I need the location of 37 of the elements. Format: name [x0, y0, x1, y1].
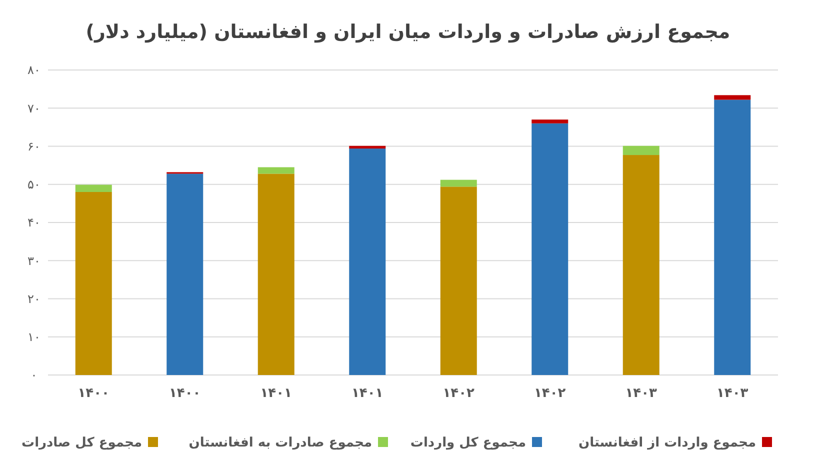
legend-label: مجموع واردات از افغانستان: [578, 436, 756, 451]
y-tick-label: ۷۰: [28, 101, 40, 116]
bar: [258, 167, 294, 174]
y-tick-label: ۶۰: [28, 139, 40, 154]
legend-label: مجموع صادرات به افغانستان: [188, 436, 372, 451]
y-tick-label: ۵۰: [28, 178, 40, 192]
bar: [714, 100, 751, 375]
x-tick-label: ۱۴۰۲: [442, 386, 475, 401]
chart-title: مجموع ارزش صادرات و واردات میان ایران و افغانستان (میلیارد دلار): [86, 21, 730, 43]
bar: [440, 186, 477, 375]
y-tick-label: ۲۰: [28, 292, 40, 306]
bar: [75, 192, 112, 375]
x-tick-label: ۱۴۰۳: [625, 386, 658, 401]
x-tick-label: ۱۴۰۱: [260, 386, 292, 401]
x-tick-label: ۱۴۰۰: [78, 386, 110, 401]
bar: [75, 184, 112, 192]
bar: [622, 155, 660, 375]
bar: [622, 146, 660, 156]
legend-label: مجموع کل واردات: [410, 436, 526, 451]
bar: [166, 174, 204, 375]
y-tick-label: ۴۰: [28, 216, 40, 230]
y-tick-label: ۸۰: [28, 63, 40, 78]
x-tick-label: ۱۴۰۳: [716, 386, 748, 401]
bar: [258, 174, 294, 375]
bar: [440, 180, 477, 187]
x-tick-label: ۱۴۰۱: [352, 386, 384, 401]
bar: [532, 123, 568, 375]
bar: [349, 146, 386, 149]
y-tick-label: ۱۰: [28, 330, 40, 344]
legend-label: مجموع کل صادرات: [22, 436, 142, 451]
bar: [532, 120, 568, 124]
y-tick-label: ۳۰: [28, 254, 40, 268]
y-tick-label: ۰: [30, 368, 38, 382]
x-tick-label: ۱۴۰۰: [169, 386, 201, 401]
bar: [349, 148, 386, 375]
bar: [714, 95, 751, 100]
x-tick-label: ۱۴۰۲: [534, 386, 566, 401]
